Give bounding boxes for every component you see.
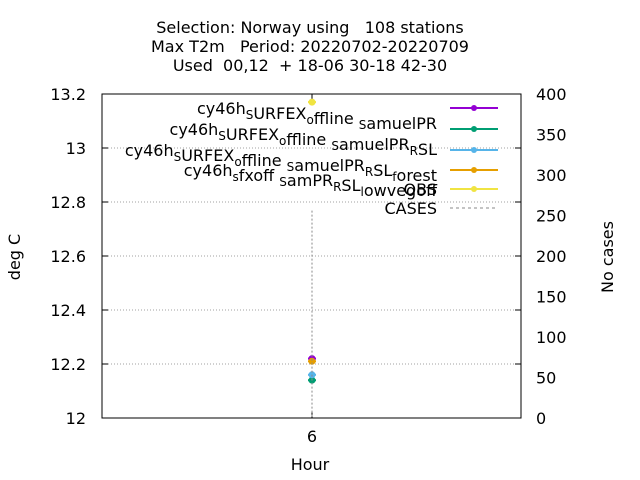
legend-marker-1 — [471, 105, 477, 111]
y2-tick-label: 400 — [536, 85, 567, 104]
y2-axis-label: No cases — [598, 221, 617, 293]
legend: cy46hSURFEXoffline SamuelPRcy46hSURFEXof… — [125, 99, 498, 218]
legend-label-4: cy46hsfxoff SamPRRSLlowvegoff — [184, 161, 438, 200]
grid — [102, 147, 521, 365]
legend-marker-4 — [471, 167, 477, 173]
legend-marker-2 — [471, 126, 477, 132]
y2-tick-label: 0 — [536, 409, 546, 428]
y-tick-label: 12 — [66, 409, 86, 428]
legend-marker-5 — [471, 186, 477, 192]
data-marks — [308, 98, 316, 418]
legend-label-5: OBS — [404, 180, 437, 199]
y2-tick-label: 300 — [536, 166, 567, 185]
y-tick-label: 12.6 — [50, 247, 86, 266]
legend-label-6: CASES — [384, 199, 437, 218]
chart-title: Selection: Norway using 108 stations Max… — [151, 18, 469, 75]
legend-label-2: cy46hSURFEXoffline SamuelPRRSL — [170, 120, 438, 159]
axis-ticks: 12 12.2 12.4 12.6 12.8 13 13.2 0 50 100 150 200 250 3… — [50, 85, 566, 446]
x-tick-label: 6 — [307, 427, 317, 446]
legend-marker-3 — [471, 147, 477, 153]
y2-tick-label: 150 — [536, 288, 567, 307]
y-tick-label: 12.2 — [50, 355, 86, 374]
title-line-3: Used 00,12 + 18-06 30-18 42-30 — [173, 56, 447, 75]
y-tick-label: 12.4 — [50, 301, 86, 320]
y2-tick-label: 50 — [536, 369, 556, 388]
x-axis-label: Hour — [291, 455, 330, 474]
y2-tick-label: 100 — [536, 328, 567, 347]
y2-tick-label: 250 — [536, 207, 567, 226]
y2-tick-label: 350 — [536, 126, 567, 145]
legend-label-3: cy46hSURFEXoffline SamuelPRRSLforest — [125, 141, 437, 185]
legend-label-1: cy46hSURFEXoffline SamuelPR — [197, 99, 437, 133]
y2-tick-label: 200 — [536, 247, 567, 266]
y-axis-label: deg C — [5, 234, 24, 280]
y-tick-label: 13.2 — [50, 85, 86, 104]
y-tick-label: 12.8 — [50, 193, 86, 212]
title-line-1: Selection: Norway using 108 stations — [156, 18, 464, 37]
y-tick-label: 13 — [66, 139, 86, 158]
title-line-2: Max T2m Period: 20220702-20220709 — [151, 37, 469, 56]
